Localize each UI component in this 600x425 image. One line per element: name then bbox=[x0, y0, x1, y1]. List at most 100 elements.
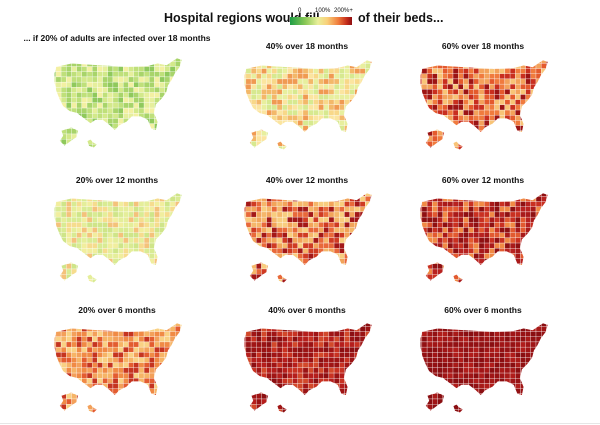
hospital-region bbox=[515, 216, 521, 223]
hospital-region bbox=[97, 144, 103, 148]
hospital-region bbox=[245, 372, 252, 379]
hospital-region bbox=[313, 73, 319, 80]
hospital-region bbox=[307, 146, 314, 150]
hospital-region bbox=[133, 341, 140, 348]
hospital-region bbox=[117, 216, 124, 223]
hospital-region bbox=[504, 268, 511, 275]
hospital-region bbox=[339, 346, 345, 353]
hospital-region bbox=[236, 126, 241, 131]
hospital-region bbox=[82, 150, 87, 153]
hospital-region bbox=[76, 76, 82, 83]
hospital-region bbox=[129, 415, 134, 418]
hospital-region bbox=[107, 398, 114, 405]
hospital-region bbox=[437, 285, 442, 288]
hospital-region bbox=[71, 253, 77, 259]
hospital-region bbox=[349, 393, 355, 400]
hospital-region bbox=[515, 206, 521, 213]
hospital-region bbox=[318, 135, 324, 142]
hospital-region bbox=[261, 201, 267, 207]
hospital-region bbox=[112, 113, 119, 119]
hospital-region bbox=[266, 409, 272, 413]
hospital-region bbox=[123, 346, 129, 353]
hospital-region bbox=[159, 227, 165, 233]
hospital-region bbox=[66, 186, 71, 191]
hospital-region bbox=[552, 238, 557, 243]
hospital-region bbox=[381, 110, 386, 115]
hospital-region bbox=[474, 186, 479, 191]
hospital-region bbox=[421, 258, 428, 264]
hospital-region bbox=[97, 248, 103, 254]
hospital-region bbox=[97, 258, 103, 264]
hospital-region bbox=[339, 248, 345, 254]
hospital-region bbox=[463, 78, 469, 85]
hospital-region bbox=[287, 63, 293, 69]
hospital-region bbox=[349, 409, 355, 413]
hospital-region bbox=[313, 341, 319, 348]
hospital-region bbox=[302, 357, 309, 363]
hospital-region bbox=[244, 258, 247, 264]
hospital-region bbox=[276, 104, 283, 111]
hospital-region bbox=[71, 352, 77, 358]
hospital-region bbox=[241, 152, 246, 155]
hospital-region bbox=[245, 268, 252, 275]
hospital-region bbox=[376, 248, 381, 253]
hospital-region bbox=[468, 73, 474, 80]
hospital-region bbox=[339, 268, 345, 275]
hospital-region bbox=[123, 322, 129, 327]
hospital-region bbox=[271, 372, 278, 379]
hospital-region bbox=[271, 393, 278, 400]
hospital-region bbox=[287, 109, 293, 116]
hospital-region bbox=[164, 139, 171, 145]
hospital-region bbox=[302, 242, 309, 249]
hospital-region bbox=[149, 409, 155, 413]
hospital-region bbox=[463, 68, 469, 74]
hospital-region bbox=[46, 337, 51, 342]
hospital-region bbox=[354, 120, 361, 126]
hospital-region bbox=[175, 133, 181, 140]
hospital-region bbox=[46, 394, 51, 399]
hospital-region bbox=[271, 341, 278, 348]
alaska-outline bbox=[424, 128, 445, 149]
hospital-region bbox=[541, 362, 547, 369]
hospital-region bbox=[298, 285, 303, 288]
hospital-region bbox=[525, 125, 531, 131]
hospital-region bbox=[489, 115, 495, 121]
hospital-region bbox=[250, 331, 257, 337]
hospital-region bbox=[271, 78, 278, 85]
hospital-region bbox=[432, 222, 438, 228]
hospital-region bbox=[339, 232, 345, 239]
hospital-region bbox=[452, 336, 459, 343]
hospital-region bbox=[180, 206, 183, 213]
hospital-region bbox=[344, 409, 350, 413]
hospital-region bbox=[276, 201, 283, 207]
hospital-region bbox=[287, 141, 293, 147]
hospital-region bbox=[354, 388, 361, 394]
hospital-region bbox=[246, 152, 251, 155]
hospital-region bbox=[365, 326, 371, 332]
hospital-region bbox=[60, 326, 67, 332]
hospital-region bbox=[261, 285, 266, 288]
hospital-region bbox=[54, 102, 57, 109]
hospital-region bbox=[381, 342, 386, 347]
hospital-region bbox=[489, 331, 495, 337]
hospital-region bbox=[54, 279, 57, 283]
hospital-region bbox=[458, 222, 464, 228]
hospital-region bbox=[272, 152, 277, 155]
hospital-region bbox=[552, 84, 557, 89]
hospital-region bbox=[236, 264, 241, 269]
hospital-region bbox=[370, 216, 373, 223]
hospital-region bbox=[81, 97, 88, 104]
hospital-region bbox=[546, 285, 551, 288]
hospital-region bbox=[66, 71, 72, 78]
hospital-region bbox=[447, 73, 454, 80]
hospital-region bbox=[164, 393, 171, 400]
hospital-region bbox=[102, 398, 108, 405]
hospital-region bbox=[302, 94, 309, 100]
hospital-region bbox=[102, 367, 108, 374]
hospital-region bbox=[370, 232, 373, 239]
hospital-region bbox=[81, 357, 88, 363]
hospital-region bbox=[81, 279, 88, 283]
hospital-region bbox=[489, 109, 495, 116]
hospital-region bbox=[318, 237, 324, 244]
hospital-region bbox=[169, 388, 176, 394]
